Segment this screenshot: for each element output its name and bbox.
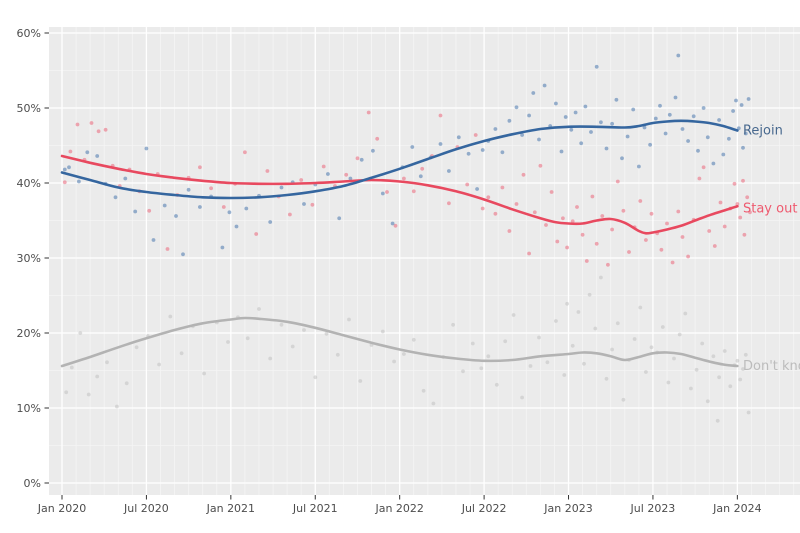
- y-tick-label: 10%: [17, 402, 41, 415]
- x-tick-label: Jul 2023: [630, 502, 676, 515]
- x-tick-label: Jan 2022: [374, 502, 423, 515]
- series-layer: [60, 53, 752, 423]
- plot-panel: [49, 27, 800, 495]
- y-tick-label: 60%: [17, 27, 41, 40]
- series-label-dont-know: Don't know: [743, 359, 800, 374]
- x-tick-label: Jan 2020: [37, 502, 86, 515]
- x-tick-label: Jul 2022: [461, 502, 507, 515]
- y-tick-label: 30%: [17, 252, 41, 265]
- trend-line-stay-out: [60, 154, 739, 235]
- series-label-stay-out: Stay out: [743, 201, 797, 216]
- series-label-rejoin: Rejoin: [743, 123, 783, 138]
- y-tick-label: 50%: [17, 102, 41, 115]
- x-tick-label: Jan 2021: [206, 502, 255, 515]
- x-tick-label: Jul 2021: [292, 502, 338, 515]
- y-tick-label: 0%: [24, 477, 41, 490]
- y-tick-label: 20%: [17, 327, 41, 340]
- x-tick-label: Jan 2023: [543, 502, 592, 515]
- y-tick-label: 40%: [17, 177, 41, 190]
- grid-minor: [49, 27, 800, 495]
- x-tick-label: Jan 2024: [712, 502, 761, 515]
- trend-line-rejoin: [60, 119, 739, 200]
- trend-line-dont-know: [60, 316, 739, 368]
- x-tick-label: Jul 2020: [123, 502, 169, 515]
- axes: Jan 2020 Jul 2020 Jan 2021 Jul 2021 Jan 2022…: [17, 27, 762, 515]
- grid-major: [49, 27, 800, 495]
